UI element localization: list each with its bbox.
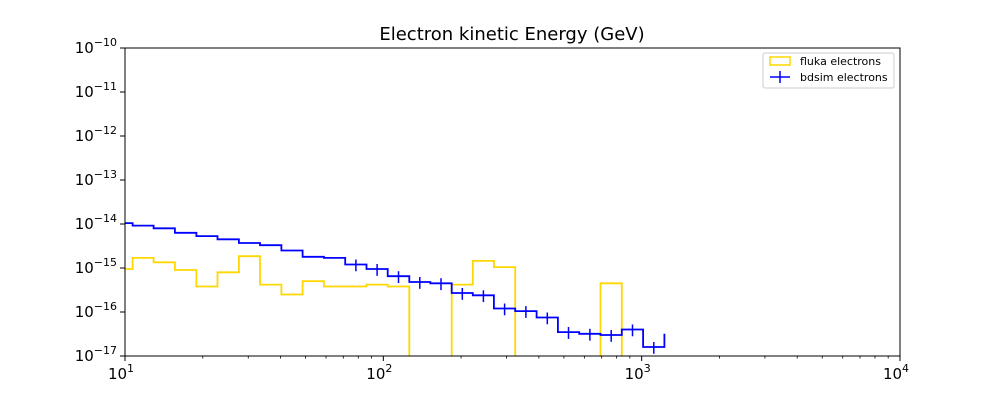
legend-box — [762, 52, 895, 89]
y-tick-label: 10−11 — [75, 80, 117, 101]
x-tick-label: 101 — [108, 362, 134, 383]
x-tick-label: 102 — [366, 362, 392, 383]
legend-swatch-fluka — [769, 56, 791, 66]
x-tick-label: 104 — [883, 362, 909, 383]
series-fluka-electrons — [125, 255, 623, 356]
legend-label-fluka: fluka electrons — [800, 55, 881, 68]
legend: fluka electrons bdsim electrons — [762, 52, 895, 89]
y-tick-label: 10−13 — [75, 168, 117, 189]
y-tick-label: 10−15 — [75, 256, 117, 277]
legend-label-bdsim: bdsim electrons — [800, 71, 888, 84]
chart-title: Electron kinetic Energy (GeV) — [379, 24, 644, 45]
y-tick-label: 10−17 — [75, 344, 117, 365]
x-tick-label: 103 — [625, 362, 651, 383]
y-tick-label: 10−10 — [75, 36, 117, 57]
plot-area — [124, 47, 901, 357]
y-tick-label: 10−14 — [75, 212, 117, 233]
y-tick-label: 10−16 — [75, 300, 117, 321]
axes-frame — [124, 47, 901, 357]
series-bdsim-electrons — [125, 222, 666, 348]
y-axis: 10−10 10−11 10−12 10−13 10−14 10−15 10−16 10−17 — [75, 36, 125, 365]
x-axis: 101 102 103 104 — [108, 356, 909, 383]
y-tick-label: 10−12 — [75, 124, 117, 145]
